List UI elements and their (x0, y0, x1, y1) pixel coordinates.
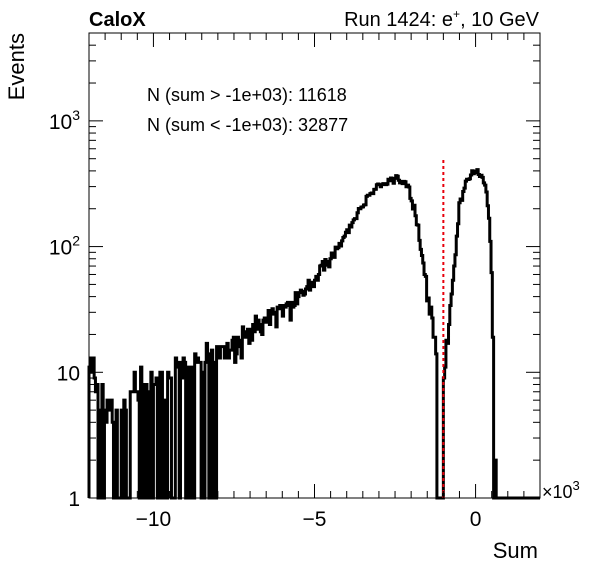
run-info-tail: , 10 GeV (460, 9, 540, 31)
run-info: Run 1424: e+, 10 GeV (344, 7, 540, 31)
y-tick-label: 102 (49, 233, 80, 260)
experiment-label: CaloX (89, 9, 146, 31)
histogram-step-line (87, 168, 540, 500)
y-tick-label: 1 (68, 488, 80, 511)
run-info-main: Run 1424: e (344, 9, 453, 31)
x-tick-label: −10 (136, 508, 172, 531)
x-axis-title: Sum (493, 538, 538, 563)
y-axis-ticks: 1 10 102 103 (49, 32, 540, 511)
run-info-sup: + (453, 7, 460, 21)
annotation-above-cut: N (sum > -1e+03): 11618 (147, 85, 347, 105)
y-axis-title: Events (4, 33, 29, 100)
y-tick-label: 103 (49, 107, 80, 134)
x-multiplier-base: ×10 (542, 482, 573, 502)
annotation-below-cut: N (sum < -1e+03): 32877 (147, 115, 348, 135)
x-tick-label: 0 (470, 508, 482, 531)
x-tick-label: −5 (303, 508, 327, 531)
x-axis-ticks: −10 −5 0 (88, 33, 541, 531)
y-tick-label: 10 (57, 362, 80, 385)
x-axis-multiplier: ×103 (542, 478, 580, 502)
histogram-series (87, 168, 540, 500)
x-multiplier-exp: 3 (573, 478, 580, 493)
